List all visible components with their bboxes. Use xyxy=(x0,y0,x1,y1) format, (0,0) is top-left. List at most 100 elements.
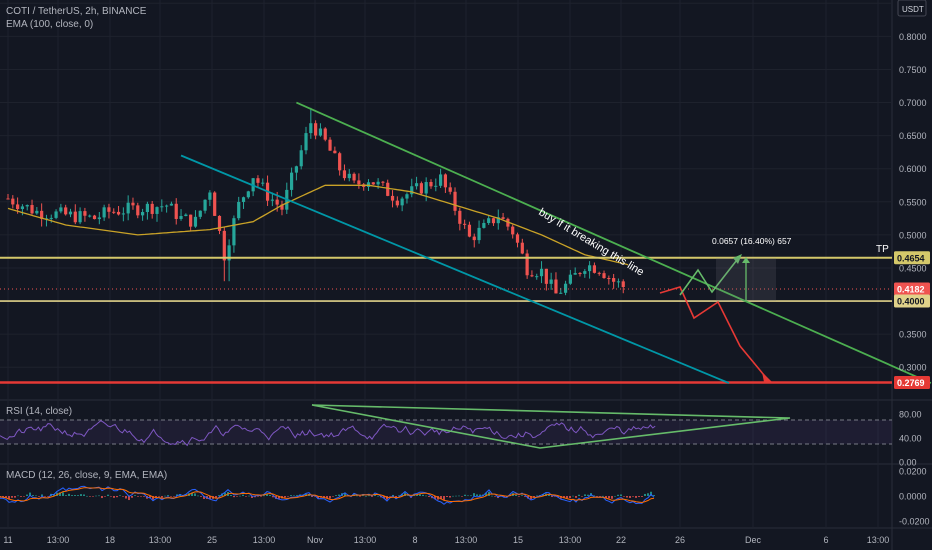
macd-histogram-bar xyxy=(362,495,364,497)
macd-histogram-bar xyxy=(86,495,88,497)
ema-legend[interactable]: EMA (100, close, 0) xyxy=(6,19,94,30)
macd-histogram-bar xyxy=(536,495,538,497)
macd-histogram-bar xyxy=(623,496,625,497)
measure-label: 0.0657 (16.40%) 657 xyxy=(712,236,792,246)
time-tick-label: 13:00 xyxy=(867,535,890,545)
macd-histogram-bar xyxy=(53,494,55,496)
candle-body xyxy=(299,150,303,167)
candle-body xyxy=(535,276,539,278)
macd-legend[interactable]: MACD (12, 26, close, 9, EMA, EMA) xyxy=(6,470,168,481)
candle-body xyxy=(506,218,510,227)
macd-histogram-bar xyxy=(620,494,622,496)
macd-histogram-bar xyxy=(611,496,613,499)
macd-histogram-bar xyxy=(569,496,571,499)
signal-line xyxy=(0,487,655,504)
macd-histogram-bar xyxy=(41,494,43,496)
candle-body xyxy=(136,205,140,216)
macd-histogram-bar xyxy=(98,495,100,497)
macd-histogram-bar xyxy=(131,496,133,498)
macd-histogram-bar xyxy=(602,495,604,497)
macd-histogram-bar xyxy=(416,494,418,496)
macd-histogram-bar xyxy=(329,496,331,499)
macd-histogram-bar xyxy=(635,496,637,498)
candle-body xyxy=(607,278,611,280)
macd-histogram-bar xyxy=(239,495,241,497)
candle-body xyxy=(390,195,395,201)
macd-histogram-bar xyxy=(647,493,649,496)
macd-histogram-bar xyxy=(23,496,25,497)
candle-body xyxy=(414,183,419,187)
candle-body xyxy=(237,201,241,219)
time-tick-label: 18 xyxy=(105,535,115,545)
macd-histogram-bar xyxy=(653,495,655,496)
macd-histogram-bar xyxy=(530,496,532,500)
candle-body xyxy=(366,182,371,187)
macd-histogram-bar xyxy=(455,495,457,497)
macd-line xyxy=(0,485,655,505)
candle-body xyxy=(424,182,428,194)
macd-pane[interactable]: 0.0200 0.0000 -0.0200 xyxy=(0,467,930,527)
macd-histogram-bar xyxy=(92,496,94,497)
macd-histogram-bar xyxy=(20,496,22,497)
bearish-arrowhead xyxy=(762,372,772,382)
rsi-legend[interactable]: RSI (14, close) xyxy=(6,406,73,417)
macd-histogram-bar xyxy=(368,495,370,497)
macd-histogram-bar xyxy=(377,495,379,497)
time-tick-label: Dec xyxy=(745,535,762,545)
macd-histogram-bar xyxy=(65,495,67,496)
macd-histogram-bar xyxy=(167,495,169,496)
candle-body xyxy=(68,211,73,215)
macd-histogram-bar xyxy=(137,496,139,497)
candle-body xyxy=(16,204,20,210)
candle-body xyxy=(443,174,448,188)
time-axis[interactable]: 11 13:00 18 13:00 25 13:00 Nov 13:00 8 13:00 15 13:… xyxy=(3,535,889,545)
price-axis[interactable]: 0.85000.80000.75000.70000.65000.60000.55… xyxy=(894,0,930,390)
candle-body xyxy=(270,199,274,201)
tp-price-badge xyxy=(894,251,930,265)
macd-histogram-bar xyxy=(629,496,631,498)
candle-body xyxy=(539,268,544,277)
macd-histogram-bar xyxy=(452,495,454,497)
macd-histogram-bar xyxy=(632,496,634,497)
candle-body xyxy=(30,205,34,214)
candle-body xyxy=(439,174,443,186)
candle-body xyxy=(487,218,491,223)
tp-price-badge-text: 0.4654 xyxy=(897,253,925,263)
macd-histogram-bar xyxy=(554,496,556,497)
candle-body xyxy=(318,128,323,136)
candle-body xyxy=(501,217,505,219)
macd-histogram-bar xyxy=(194,493,196,496)
candle-body xyxy=(198,210,202,217)
macd-histogram-bar xyxy=(398,495,400,497)
macd-histogram-bar xyxy=(293,495,295,497)
macd-histogram-bar xyxy=(59,492,61,496)
candle-body xyxy=(256,178,260,183)
macd-histogram-bar xyxy=(419,494,421,496)
candle-body xyxy=(395,200,399,206)
macd-histogram-bar xyxy=(491,495,493,497)
macd-histogram-bar xyxy=(266,493,268,496)
macd-histogram-bar xyxy=(122,496,124,497)
macd-histogram-bar xyxy=(449,496,451,498)
macd-histogram-bar xyxy=(77,495,79,496)
macd-histogram-bar xyxy=(404,492,406,496)
candle-body xyxy=(304,133,308,151)
symbol-legend[interactable]: COTI / TetherUS, 2h, BINANCE xyxy=(6,6,147,17)
candle-body xyxy=(434,185,438,187)
macd-histogram-bar xyxy=(149,496,151,499)
price-pane[interactable] xyxy=(6,107,629,296)
candle-body xyxy=(232,218,236,246)
candle-body xyxy=(73,211,77,223)
tp-label: TP xyxy=(876,244,889,255)
candle-body xyxy=(544,268,548,284)
macd-histogram-bar xyxy=(125,496,127,499)
macd-histogram-bar xyxy=(470,495,472,497)
candle-body xyxy=(275,199,279,205)
rsi-tick-label: 80.00 xyxy=(899,410,922,420)
macd-histogram-bar xyxy=(626,496,628,498)
macd-histogram-bar xyxy=(563,496,565,499)
rsi-pane[interactable]: 80.00 40.00 0.00 xyxy=(0,404,922,468)
candle-body xyxy=(563,283,568,293)
macd-histogram-bar xyxy=(422,494,424,496)
